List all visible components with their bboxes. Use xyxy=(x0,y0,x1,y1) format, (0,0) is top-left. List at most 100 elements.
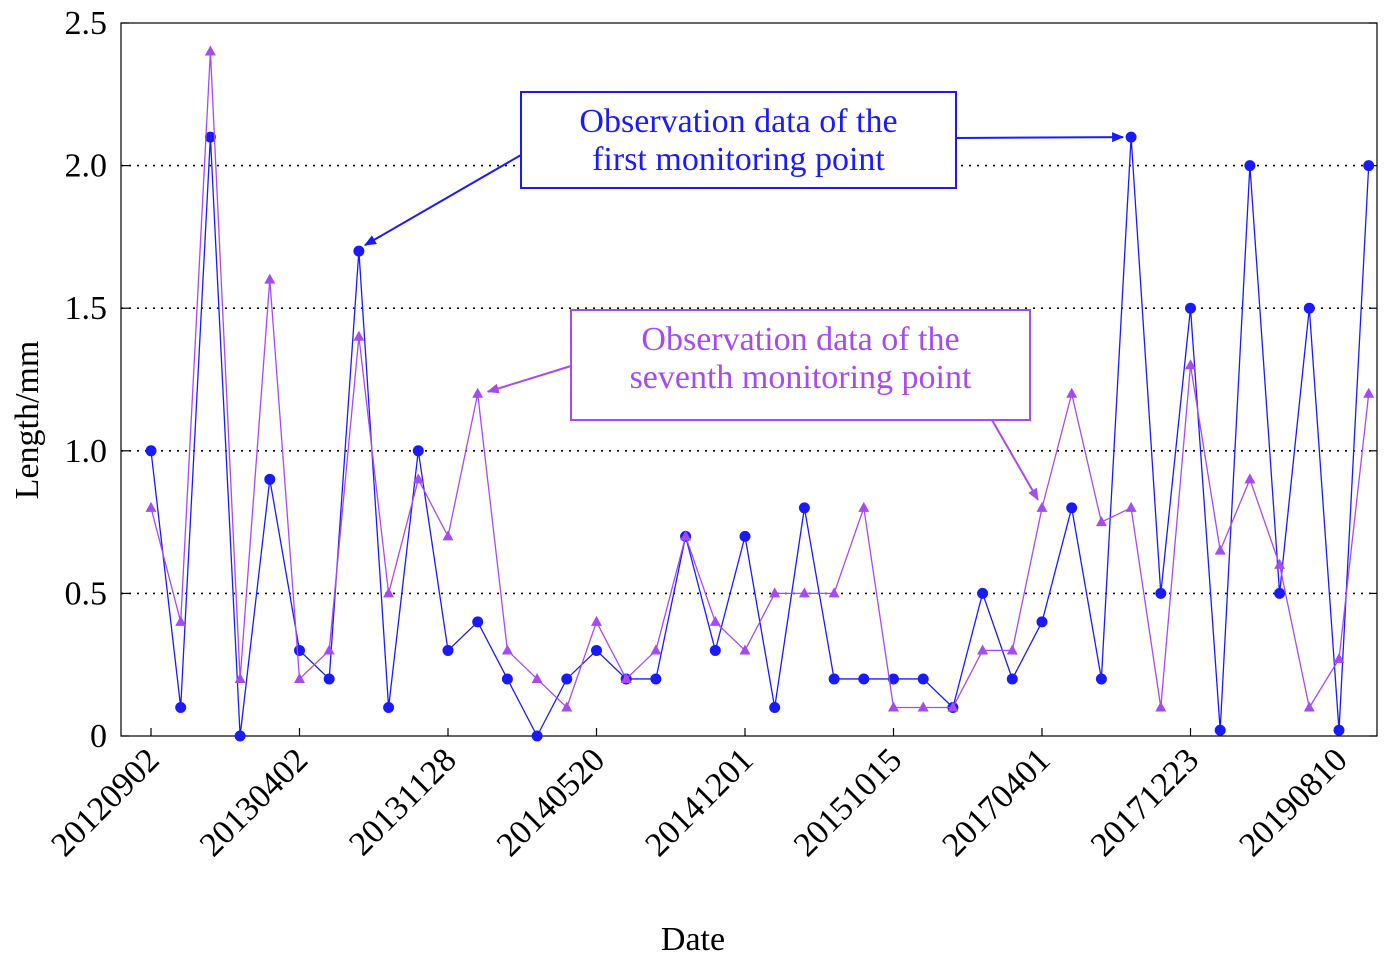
series-line xyxy=(150,137,1370,738)
data-point xyxy=(1363,387,1375,398)
data-point xyxy=(858,501,870,512)
data-point xyxy=(739,530,751,542)
data-point xyxy=(204,45,216,56)
data-point xyxy=(412,473,424,484)
data-point xyxy=(1036,501,1048,512)
data-point xyxy=(1333,652,1345,663)
data-point xyxy=(709,615,721,626)
data-point xyxy=(1006,673,1018,685)
data-point xyxy=(472,387,484,398)
data-point xyxy=(591,644,602,656)
data-point xyxy=(1303,701,1315,712)
data-point xyxy=(501,644,513,655)
data-point xyxy=(798,587,810,598)
data-point xyxy=(412,445,424,457)
data-point xyxy=(353,245,365,257)
data-point xyxy=(383,701,395,713)
data-point xyxy=(501,673,513,685)
y-axis: 0 0.5 1.0 1.5 2.0 2.5 xyxy=(65,5,1377,755)
y-tick-label: 2.0 xyxy=(65,148,108,185)
data-point xyxy=(798,502,810,514)
data-point xyxy=(1125,501,1137,512)
data-point xyxy=(294,644,305,656)
x-tick-label: 20130402 xyxy=(193,741,315,863)
data-point xyxy=(977,644,989,655)
data-point xyxy=(264,473,276,485)
data-point xyxy=(739,644,751,655)
x-tick-label: 20131128 xyxy=(342,741,463,862)
data-point xyxy=(561,701,573,712)
data-point xyxy=(917,673,929,685)
data-point xyxy=(1363,160,1375,172)
data-point xyxy=(828,587,840,598)
data-point xyxy=(858,673,870,685)
annotation-arrow xyxy=(955,132,1125,143)
data-point xyxy=(888,701,899,712)
data-point xyxy=(1303,302,1315,314)
data-point xyxy=(1125,131,1137,143)
x-tick-label: 20151015 xyxy=(787,741,909,863)
y-tick-label: 1.0 xyxy=(65,433,108,470)
annotation-box xyxy=(570,309,1031,421)
data-point xyxy=(1214,544,1226,555)
y-tick-label: 1.5 xyxy=(65,290,108,327)
annotation-text: seventh monitoring point xyxy=(630,359,972,396)
data-point xyxy=(1244,160,1256,172)
x-tick-label: 20141201 xyxy=(638,741,760,863)
data-point xyxy=(531,730,543,742)
data-point xyxy=(650,673,662,685)
data-point xyxy=(264,273,276,284)
series-line xyxy=(150,51,1370,710)
y-tick-label: 2.5 xyxy=(65,5,108,42)
data-point xyxy=(1006,644,1018,655)
x-tick-label: 20120902 xyxy=(44,741,166,863)
x-tick-label: 20140520 xyxy=(490,741,612,863)
data-point xyxy=(353,330,365,341)
data-point xyxy=(1036,616,1048,628)
data-point xyxy=(204,131,216,143)
data-point xyxy=(1333,724,1345,736)
data-point xyxy=(917,701,929,712)
data-point xyxy=(561,673,573,685)
annotation-text: Observation data of the xyxy=(579,103,897,140)
data-point xyxy=(769,701,781,713)
x-tick-label: 20190810 xyxy=(1232,741,1354,863)
data-point xyxy=(1185,359,1196,370)
data-point xyxy=(531,672,543,683)
data-point xyxy=(888,673,899,685)
annotation-text: first monitoring point xyxy=(592,141,885,178)
data-point xyxy=(323,673,335,685)
data-point xyxy=(234,730,246,742)
data-point xyxy=(680,530,692,541)
data-point xyxy=(1155,587,1167,599)
data-point xyxy=(1095,673,1107,685)
y-axis-title: Length/mm xyxy=(9,341,46,500)
data-point xyxy=(175,615,187,626)
plot-frame xyxy=(120,22,1378,737)
grid-lines xyxy=(121,164,1377,595)
data-point xyxy=(1066,502,1078,514)
x-tick-label: 20171223 xyxy=(1084,741,1206,863)
annotation-box xyxy=(520,91,957,189)
data-point xyxy=(472,616,484,628)
data-point xyxy=(175,701,187,713)
y-tick-label: 0 xyxy=(90,718,107,755)
annotation-arrow xyxy=(486,365,572,394)
data-point xyxy=(709,644,721,656)
series-layer xyxy=(145,45,1375,742)
x-axis-title: Date xyxy=(661,921,725,958)
data-point xyxy=(145,501,157,512)
data-point xyxy=(383,587,395,598)
data-point xyxy=(442,644,454,656)
data-point xyxy=(1155,701,1167,712)
data-point xyxy=(1274,587,1286,599)
series-group xyxy=(145,45,1375,712)
data-point xyxy=(1066,387,1078,398)
data-point xyxy=(1274,558,1286,569)
data-point xyxy=(650,644,662,655)
